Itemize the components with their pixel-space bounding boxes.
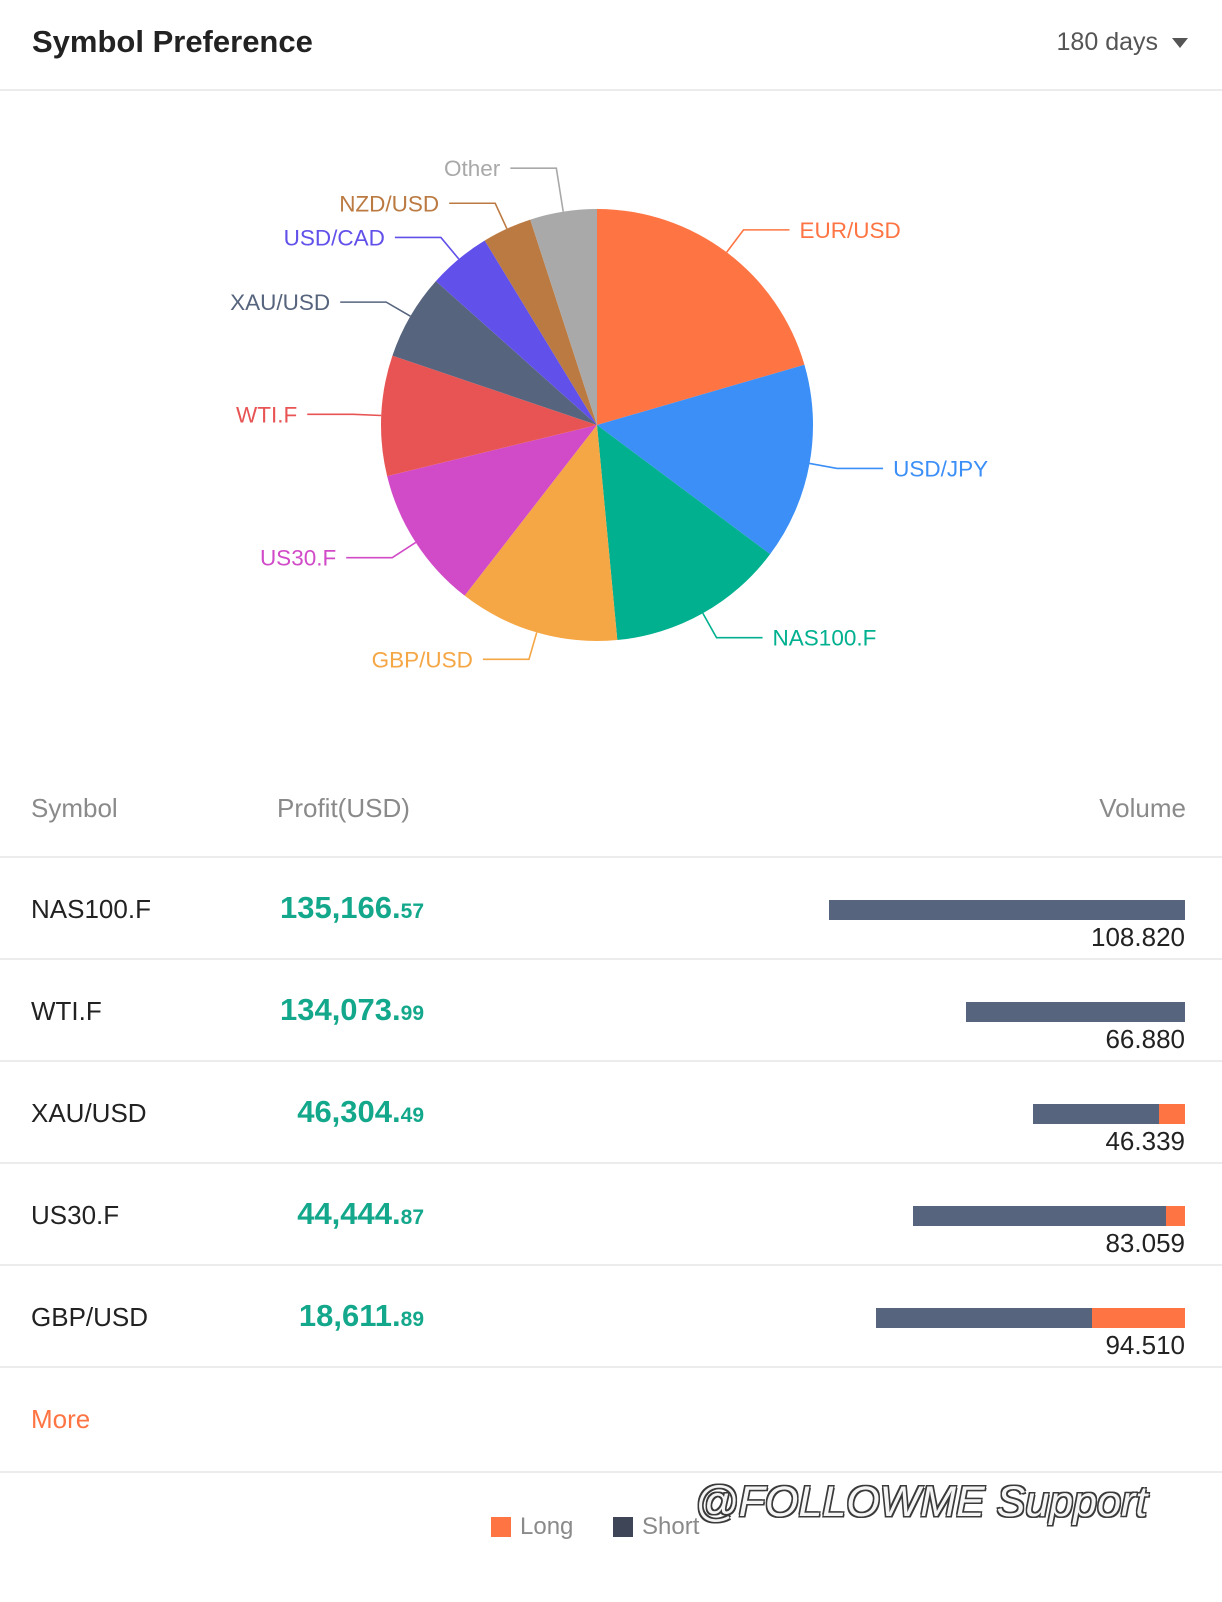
- pie-slice-gbp-usd: [464, 425, 618, 641]
- table-row: XAU/USD 46,304.49 46.339: [0, 1062, 1222, 1164]
- pie-label-line-nzd-usd: [449, 202, 508, 230]
- pie-label-line-eur-usd: [726, 229, 790, 253]
- pie-label-us30-f: US30.F: [260, 546, 336, 571]
- row-volume: 66.880: [1105, 1024, 1185, 1054]
- row-volume: 94.510: [1105, 1330, 1185, 1360]
- pie-label-wti-f: WTI.F: [236, 402, 297, 427]
- row-profit-decimal: 99: [400, 1002, 424, 1025]
- row-profit-integer: 134,073.: [279, 992, 401, 1027]
- row-symbol: US30.F: [31, 1200, 120, 1230]
- row-volume: 108.820: [1091, 922, 1185, 952]
- pie-label-nzd-usd: NZD/USD: [339, 191, 439, 216]
- volume-bar-long: [1159, 1104, 1185, 1124]
- column-header-symbol: Symbol: [31, 793, 118, 823]
- watermark: @FOLLOWME Support: [695, 1478, 1148, 1526]
- pie-label-line-other: [510, 167, 565, 212]
- pie-slice-nas100-f: [597, 425, 771, 641]
- row-profit: 135,166.57: [280, 890, 424, 926]
- volume-bar-short: [875, 1308, 1093, 1328]
- table-header: Symbol Profit(USD) Volume: [0, 765, 1222, 858]
- volume-bar: [966, 1002, 1185, 1022]
- volume-bar-short: [829, 900, 1185, 920]
- row-symbol: NAS100.F: [31, 894, 151, 924]
- row-profit-integer: 46,304.: [297, 1094, 401, 1129]
- symbol-pie-chart: EUR/USD USD/JPY NAS100.F GBP/USD US30.F WTI.F…: [230, 156, 988, 672]
- legend-short: Short: [613, 1513, 699, 1541]
- legend-short-label: Short: [642, 1513, 700, 1540]
- pie-label-usd-cad: USD/CAD: [284, 225, 385, 250]
- period-dropdown[interactable]: 180 days: [1057, 28, 1188, 57]
- period-value: 180 days: [1056, 28, 1158, 56]
- column-header-volume: Volume: [1099, 793, 1186, 823]
- table-row: WTI.F 134,073.99 66.880: [0, 960, 1222, 1062]
- pie-slice-us30-f: [387, 425, 597, 596]
- pie-label-xau-usd: XAU/USD: [230, 290, 330, 315]
- row-profit: 18,611.89: [299, 1298, 424, 1334]
- pie-label-line-wti-f: [307, 413, 382, 417]
- row-volume: 46.339: [1105, 1126, 1185, 1156]
- short-swatch: [613, 1517, 633, 1537]
- pie-label-gbp-usd: GBP/USD: [372, 647, 473, 672]
- pie-label-line-usd-jpy: [809, 462, 884, 470]
- caret-down-icon: [1172, 37, 1188, 48]
- row-symbol: XAU/USD: [31, 1098, 147, 1128]
- more-section: More: [0, 1370, 1222, 1473]
- more-link[interactable]: More: [31, 1404, 91, 1434]
- pie-slice-wti-f: [381, 355, 597, 477]
- pie-label-other: Other: [444, 156, 501, 181]
- row-profit-decimal: 49: [400, 1104, 424, 1127]
- volume-bar-short: [1033, 1104, 1160, 1124]
- row-profit: 44,444.87: [297, 1196, 424, 1232]
- long-swatch: [491, 1517, 511, 1537]
- volume-bar-long: [1092, 1308, 1185, 1328]
- legend-long: Long: [491, 1513, 573, 1541]
- pie-slice-usd-jpy: [597, 364, 813, 555]
- legend-long-label: Long: [520, 1513, 574, 1540]
- row-symbol: WTI.F: [31, 996, 102, 1026]
- page-title: Symbol Preference: [32, 24, 313, 59]
- row-profit-integer: 18,611.: [298, 1298, 401, 1333]
- column-header-profit: Profit(USD): [277, 793, 410, 823]
- table-row: NAS100.F 135,166.57 108.820: [0, 858, 1222, 960]
- header: Symbol Preference 180 days: [0, 0, 1222, 91]
- pie-label-line-us30-f: [346, 541, 417, 559]
- volume-bar: [1033, 1104, 1185, 1124]
- pie-slice-eur-usd: [597, 209, 805, 425]
- volume-bar: [829, 900, 1185, 920]
- pie-slice-usd-cad: [435, 240, 597, 425]
- volume-bar-short: [913, 1206, 1166, 1226]
- volume-bar-long: [1165, 1206, 1185, 1226]
- row-symbol: GBP/USD: [31, 1302, 149, 1332]
- pie-slice-xau-usd: [392, 281, 597, 425]
- pie-slice-nzd-usd: [484, 219, 597, 425]
- pie-slice-other: [530, 209, 597, 425]
- volume-bar-short: [966, 1002, 1185, 1022]
- row-profit-decimal: 89: [400, 1308, 424, 1331]
- pie-label-eur-usd: EUR/USD: [800, 218, 901, 243]
- row-profit: 134,073.99: [280, 992, 424, 1028]
- pie-label-line-usd-cad: [394, 236, 460, 260]
- table-row: GBP/USD 18,611.89 94.510: [0, 1266, 1222, 1368]
- pie-label-line-gbp-usd: [482, 632, 538, 661]
- row-profit-decimal: 57: [400, 900, 424, 923]
- row-profit-integer: 135,166.: [279, 890, 401, 925]
- table-row: US30.F 44,444.87 83.059: [0, 1164, 1222, 1266]
- row-profit: 46,304.49: [297, 1094, 424, 1130]
- pie-label-line-xau-usd: [340, 301, 411, 317]
- row-profit-decimal: 87: [400, 1206, 424, 1229]
- pie-label-line-nas100-f: [702, 612, 763, 639]
- pie-label-usd-jpy: USD/JPY: [893, 456, 988, 481]
- row-volume: 83.059: [1105, 1228, 1185, 1258]
- pie-label-nas100-f: NAS100.F: [773, 626, 877, 651]
- volume-bar: [913, 1206, 1185, 1226]
- volume-bar: [875, 1308, 1185, 1328]
- row-profit-integer: 44,444.: [297, 1196, 401, 1231]
